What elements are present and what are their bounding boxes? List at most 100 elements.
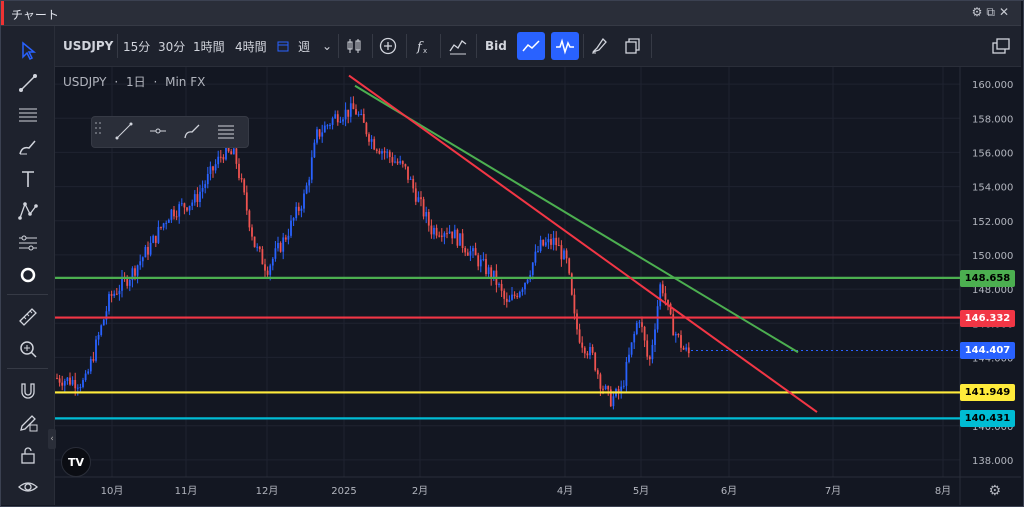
candle-body [638, 322, 641, 324]
candle-body [110, 294, 113, 296]
brush-icon[interactable] [585, 32, 613, 60]
candle-body [349, 103, 352, 117]
candle-body [160, 226, 162, 228]
interval-30m[interactable]: 30分 [158, 39, 186, 54]
candle-body [381, 151, 383, 154]
candle-body [321, 132, 324, 137]
line-tool-icon[interactable] [517, 32, 545, 60]
candle-body [511, 294, 513, 300]
settings-lines-icon[interactable] [1, 228, 54, 258]
brush-icon[interactable] [1, 132, 54, 162]
symbol-search[interactable]: USDJPY [63, 39, 114, 53]
candle-body [482, 259, 485, 261]
horizontal-line-icon[interactable] [148, 121, 176, 143]
close-icon[interactable]: ✕ [998, 5, 1013, 19]
interval-weekly[interactable]: 週 [298, 39, 311, 54]
ruler-icon[interactable] [1, 302, 54, 332]
candle-body [316, 129, 318, 143]
add-indicator-icon[interactable] [374, 32, 402, 60]
candle-body [422, 199, 425, 217]
candle-body [539, 239, 542, 251]
candle-body [227, 145, 230, 152]
lock-icon[interactable] [1, 440, 54, 470]
candle-body [440, 235, 443, 237]
popout-icon[interactable]: ⧉ [986, 5, 999, 19]
candle-body [378, 150, 381, 154]
candle-body [95, 339, 97, 361]
collapse-toolbar-button[interactable]: ‹ [48, 429, 56, 449]
time-tick-label: 10月 [101, 485, 124, 497]
calendar-icon[interactable] [277, 26, 289, 66]
text-icon[interactable] [1, 164, 54, 194]
candle-body [238, 163, 240, 179]
candle-body [232, 148, 235, 155]
price-tick-label: 152.000 [972, 217, 1013, 228]
candle-body [573, 294, 576, 314]
trendline-icon[interactable] [1, 68, 54, 98]
eye-icon[interactable] [1, 472, 54, 502]
pattern-icon[interactable] [1, 196, 54, 226]
green-trend-line [354, 84, 799, 354]
zoom-icon[interactable] [1, 334, 54, 364]
pencil-lock-icon[interactable] [1, 408, 54, 438]
candle-body [318, 129, 321, 137]
cursor-icon[interactable] [1, 36, 54, 66]
candle-body [297, 206, 300, 211]
candle-body [399, 161, 402, 164]
layout-icon[interactable] [987, 32, 1015, 60]
interval-dropdown[interactable]: ⌄ [322, 39, 333, 53]
candle-body [102, 319, 105, 326]
candle-body [279, 242, 282, 252]
candle-body [152, 235, 155, 243]
price-tick-label: 140.000 [972, 422, 1013, 433]
window-title: チャート [11, 8, 59, 22]
circle-icon[interactable] [1, 260, 54, 290]
floating-drawing-toolbar[interactable] [91, 116, 249, 148]
candle-body [248, 210, 251, 228]
candle-body [544, 242, 547, 246]
candle-body [271, 258, 274, 266]
candle-body [427, 212, 430, 226]
legend-symbol: USDJPY [63, 75, 107, 89]
settings-icon[interactable]: ⚙ [971, 5, 987, 19]
candle-body [141, 257, 144, 262]
window-controls[interactable]: ⚙⧉✕ [972, 5, 1013, 20]
candle-body [282, 237, 285, 252]
candle-body [469, 251, 472, 256]
interval-4h[interactable]: 4時間 [235, 39, 267, 54]
drag-handle-icon[interactable] [94, 121, 108, 143]
candle-body [266, 270, 269, 275]
candle-body [375, 149, 378, 151]
candle-body [162, 223, 165, 228]
candle-body [388, 151, 391, 158]
chart-settings-icon[interactable]: ⚙ [988, 483, 1001, 499]
brush-icon[interactable] [182, 121, 210, 143]
candle-body [617, 388, 620, 394]
chart-area[interactable]: 160.000 158.000 156.000 154.000 152.000 150.0… [48, 67, 1021, 505]
candle-body [61, 382, 64, 386]
layers-icon[interactable] [619, 32, 647, 60]
magnet-icon[interactable] [1, 376, 54, 406]
trendline-icon[interactable] [114, 121, 142, 143]
candle-body [251, 227, 253, 237]
candle-body [643, 326, 646, 341]
interval-15m[interactable]: 15分 [123, 39, 151, 54]
candle-body [430, 225, 433, 235]
candle-body [206, 173, 209, 185]
lines-icon[interactable] [216, 121, 244, 143]
price-type-bid[interactable]: Bid [485, 39, 507, 53]
chart-type-icon[interactable] [444, 32, 472, 60]
candle-body [331, 118, 334, 125]
candle-body [651, 344, 654, 360]
candle-body [581, 342, 584, 348]
candle-body [425, 212, 428, 217]
interval-1h[interactable]: 1時間 [193, 39, 225, 54]
fib-lines-icon[interactable] [1, 100, 54, 130]
price-tick-label: 156.000 [972, 148, 1013, 159]
wave-tool-icon[interactable] [551, 32, 579, 60]
candles-icon[interactable] [340, 32, 368, 60]
candle-body [287, 235, 290, 240]
candle-body [339, 121, 342, 123]
